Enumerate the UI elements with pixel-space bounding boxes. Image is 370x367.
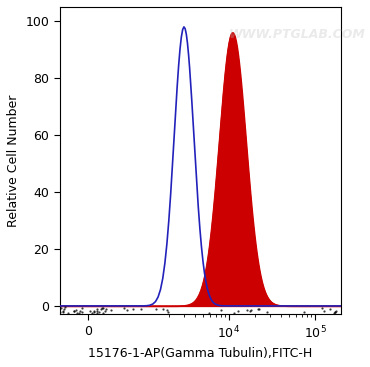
Point (94, 306, 100, 312)
Point (58, 305, 64, 311)
Text: WWW.PTGLAB.COM: WWW.PTGLAB.COM (228, 29, 365, 41)
Point (61, 306, 67, 312)
Point (333, 308, 339, 314)
Point (153, 306, 159, 312)
Point (91, 308, 97, 314)
Point (121, 305, 127, 311)
Point (327, 306, 333, 312)
Point (331, 310, 337, 316)
Point (74, 310, 80, 316)
Point (160, 306, 166, 312)
Point (256, 306, 262, 312)
Point (108, 306, 114, 312)
Point (218, 307, 224, 313)
Point (60, 309, 66, 315)
Point (319, 305, 325, 311)
Point (243, 307, 249, 313)
Point (206, 310, 212, 316)
Point (57, 309, 63, 315)
Point (235, 308, 241, 314)
Point (73, 307, 79, 313)
X-axis label: 15176-1-AP(Gamma Tubulin),FITC-H: 15176-1-AP(Gamma Tubulin),FITC-H (88, 347, 312, 360)
Point (321, 309, 327, 315)
Point (248, 307, 254, 313)
Point (71, 308, 77, 314)
Point (264, 309, 270, 315)
Point (103, 306, 109, 312)
Point (76, 310, 82, 316)
Point (79, 309, 85, 315)
Point (332, 309, 338, 315)
Point (247, 308, 253, 313)
Point (77, 308, 83, 314)
Point (62, 305, 68, 310)
Point (130, 306, 135, 312)
Point (94, 310, 100, 316)
Point (100, 310, 106, 316)
Point (332, 309, 338, 315)
Point (231, 310, 237, 316)
Point (96, 309, 102, 315)
Point (98, 305, 104, 311)
Point (102, 308, 108, 314)
Point (138, 306, 144, 312)
Point (60, 308, 66, 314)
Point (124, 307, 130, 313)
Point (90, 310, 95, 316)
Point (71, 309, 77, 315)
Point (79, 306, 85, 312)
Point (94, 308, 100, 314)
Point (65, 310, 71, 316)
Point (301, 309, 307, 315)
Point (101, 305, 107, 311)
Point (87, 308, 93, 314)
Y-axis label: Relative Cell Number: Relative Cell Number (7, 95, 20, 227)
Point (165, 308, 171, 313)
Point (91, 309, 97, 315)
Point (98, 306, 104, 312)
Point (165, 309, 171, 315)
Point (255, 306, 260, 312)
